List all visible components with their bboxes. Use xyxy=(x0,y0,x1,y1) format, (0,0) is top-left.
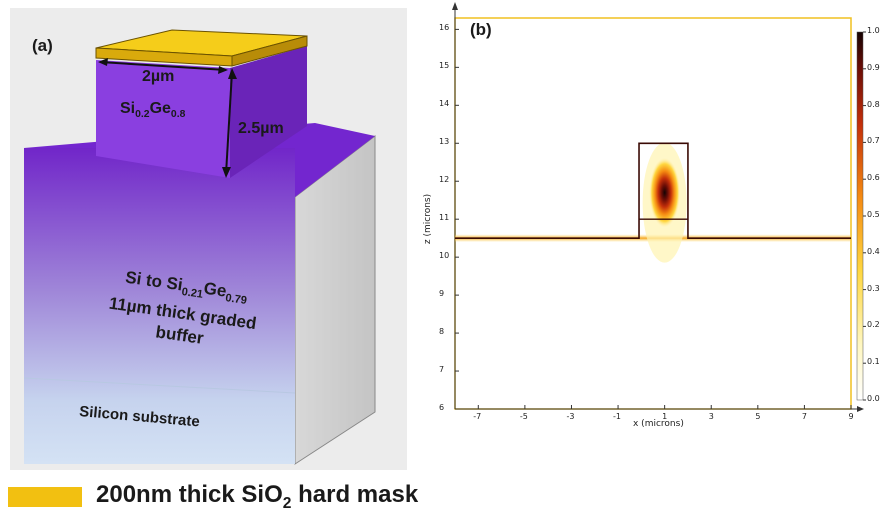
substrate-boundary xyxy=(23,377,296,394)
y-tick-label: 15 xyxy=(439,61,450,71)
y-axis-label: z (microns) xyxy=(423,193,434,245)
y-tick-label: 13 xyxy=(439,137,450,147)
hard-mask-side xyxy=(231,35,308,67)
colorbar-tick-label: 0.0 xyxy=(867,394,880,403)
hard-mask-legend: 200nm thick SiO2 hard mask xyxy=(8,481,419,512)
colorbar xyxy=(856,31,864,401)
panel-b-label: (b) xyxy=(470,20,492,39)
panel-a-label: (a) xyxy=(32,36,53,55)
x-tick-label: -3 xyxy=(566,412,575,421)
ridge-side-face xyxy=(230,46,307,178)
y-tick-label: 14 xyxy=(439,99,450,109)
x-tick-label: 1 xyxy=(662,412,668,421)
colorbar-tick-label: 0.9 xyxy=(867,62,880,72)
y-tick-label: 6 xyxy=(439,403,445,412)
colorbar-tick-label: 0.8 xyxy=(867,99,880,109)
y-tick-label: 7 xyxy=(439,365,445,375)
device-3d-drawing xyxy=(23,29,376,465)
y-axis-arrow xyxy=(452,2,458,10)
x-tick-label: 9 xyxy=(848,412,854,421)
height-dimension-line xyxy=(225,71,233,175)
waveguide-outline xyxy=(455,142,851,239)
x-axis-label: x (microns) xyxy=(633,419,684,429)
colorbar-tick-label: 0.7 xyxy=(867,136,880,146)
colorbar-tick-label: 0.4 xyxy=(867,246,880,256)
panel-a-device-schematic: (a) 2µm Si0.2Ge0.8 2.5µm Si to Si0.21Ge0… xyxy=(10,8,407,470)
x-tick-label: -1 xyxy=(613,412,622,421)
ridge-material-label: Si0.2Ge0.8 xyxy=(120,100,186,121)
block-front-overlay xyxy=(24,148,295,464)
x-tick-label: -5 xyxy=(519,412,528,421)
x-tick-label: 7 xyxy=(801,412,807,421)
ridge-width-label: 2µm xyxy=(142,68,175,85)
colorbar-tick-label: 1.0 xyxy=(867,26,880,35)
ridge-front-face xyxy=(96,60,230,178)
colorbar-tick-label: 0.3 xyxy=(867,283,880,293)
y-tick-label: 9 xyxy=(439,289,445,299)
panel-b-mode-plot: (b) x (microns) z (microns) -7 -5 -3 -1 1 3 5 7… xyxy=(415,0,880,440)
width-dimension-line xyxy=(99,61,227,71)
x-axis-arrow xyxy=(857,406,864,412)
height-arrow-top xyxy=(228,68,237,79)
y-tick-label: 10 xyxy=(439,251,450,261)
mode-heatmap-svg xyxy=(452,2,866,412)
y-tick-label: 8 xyxy=(439,327,445,337)
colorbar-tick-label: 0.1 xyxy=(867,357,880,367)
width-arrow-left xyxy=(98,58,108,66)
hard-mask-swatch xyxy=(8,487,82,507)
hard-mask-legend-text: 200nm thick SiO2 hard mask xyxy=(96,481,419,512)
ridge-height-label: 2.5µm xyxy=(238,120,284,137)
height-arrow-bottom xyxy=(222,167,231,178)
colorbar-tick-label: 0.2 xyxy=(867,320,880,330)
x-tick-label: -7 xyxy=(473,412,482,421)
colorbar-tick-label: 0.5 xyxy=(867,210,880,219)
mode-intensity-peak xyxy=(648,156,681,229)
width-arrow-right xyxy=(218,66,228,74)
y-tick-label: 16 xyxy=(439,23,450,33)
plot-layer xyxy=(452,2,866,412)
x-tick-label: 5 xyxy=(755,412,761,421)
colorbar-tick-label: 0.6 xyxy=(867,173,880,183)
y-tick-label: 11 xyxy=(439,213,450,223)
x-tick-label: 3 xyxy=(708,412,714,421)
y-tick-label: 12 xyxy=(439,175,450,185)
